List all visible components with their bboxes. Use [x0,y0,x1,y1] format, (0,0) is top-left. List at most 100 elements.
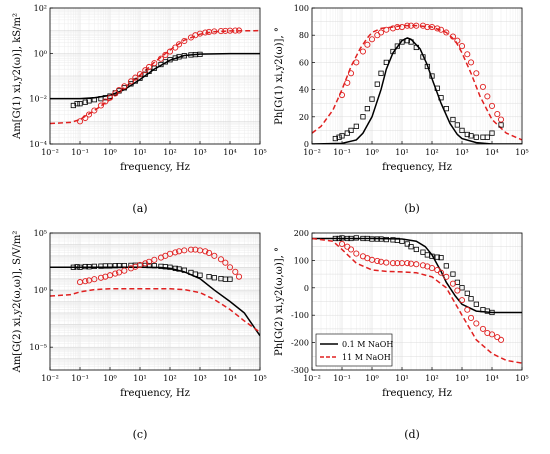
x-tick-label: 10⁰ [365,148,378,157]
data-point-square [176,266,182,272]
series-group [50,27,260,125]
data-point-circle [437,269,445,276]
data-point-square [82,263,88,270]
data-point-circle [145,63,153,71]
data-point-circle [172,44,179,51]
y-axis-title: Ph[G(1) xi,y2(ω)], ° [274,27,285,125]
data-point-square [142,71,148,77]
data-point-circle [488,331,496,338]
panel-c: 10⁻² 10⁻¹ 10⁰ 10¹ 10² 10³ 10⁴ 10⁵ 10⁻⁵ 10⁰ 10⁵ freq… [12,229,267,441]
data-point-square [211,275,217,281]
model-dashed-line [312,24,522,141]
data-point-circle [127,78,135,85]
data-point-square [206,274,212,280]
data-point-circle [76,118,84,125]
series-group [312,235,522,364]
data-point-square [348,127,354,133]
data-point-circle [383,26,390,33]
y-axis-title: Am[G(2) xi,y2(ω,ω)], S/V/m² [12,231,23,374]
data-point-circle [467,314,475,321]
data-point-circle [235,27,243,34]
data-point-square [107,263,113,269]
x-tick-label: 10⁻² [41,374,59,383]
data-point-circle [347,70,355,77]
data-point-square [450,116,456,123]
y-tick-label: 10² [34,4,47,13]
y-tick-label: -100 [291,311,309,320]
data-point-square [172,55,178,61]
data-point-square [390,48,396,55]
data-point-circle [353,250,360,257]
data-point-square [353,123,359,129]
data-point-square [484,134,490,140]
data-point-circle [454,287,461,294]
data-point-square [176,54,182,60]
data-point-circle [424,23,431,31]
data-point-square [454,122,460,128]
data-point-square [473,134,479,140]
data-point-circle [91,276,98,283]
axes-frame [49,7,261,145]
data-point-circle [145,258,153,265]
data-point-square [424,63,430,70]
legend-box [315,333,393,367]
data-point-circle [364,41,371,48]
data-point-square [77,101,83,107]
data-point-circle [488,102,496,109]
model-solid-line [312,37,522,144]
data-point-circle [202,248,209,255]
data-point-square [353,235,359,241]
data-point-square [420,249,426,255]
x-axis-title: frequency, Hz [382,162,452,173]
series-group [50,246,260,337]
x-tick-label: 10³ [193,148,206,157]
data-point-square [172,265,178,271]
legend-label: 11 M NaOH [342,353,391,362]
panel-label: (d) [404,428,420,441]
data-point-circle [192,246,199,253]
data-point-square [429,73,435,79]
data-point-circle [347,246,355,253]
data-point-circle [136,261,144,268]
data-point-square [443,263,449,269]
data-point-square [167,264,173,270]
data-point-square [459,127,465,133]
grid [311,7,522,145]
data-point-square [404,38,410,44]
data-point-square [378,70,384,76]
data-point-circle [102,98,109,105]
panel-label: (a) [132,202,147,215]
data-point-square [74,101,80,107]
data-point-circle [353,59,360,66]
x-tick-label: 10¹ [133,148,146,157]
data-point-circle [419,22,427,29]
data-point-circle [222,259,229,266]
data-point-square [112,263,118,269]
y-tick-label: 100 [294,256,309,265]
data-point-square [443,106,449,112]
x-tick-label: 10⁻¹ [71,374,89,383]
y-tick-label: 10⁻⁵ [29,343,47,352]
data-point-square [434,254,440,260]
data-point-circle [112,90,119,97]
data-point-square [429,253,435,259]
data-point-square [181,53,187,59]
y-tick-label: 10⁰ [34,49,47,58]
data-point-square [498,122,504,128]
data-point-circle [383,259,390,266]
data-point-square [77,264,83,270]
data-point-circle [389,260,397,267]
data-point-circle [359,48,367,55]
data-point-circle [115,269,123,276]
data-point-circle [484,93,491,100]
x-tick-label: 10⁰ [103,148,116,157]
data-point-square [227,276,233,282]
x-tick-label: 10³ [455,148,468,157]
data-point-square [413,246,419,253]
axes-frame [49,232,261,371]
data-point-circle [497,116,505,123]
data-point-circle [175,41,183,48]
data-point-circle [428,265,436,272]
grid [49,233,260,371]
data-point-circle [344,79,351,86]
